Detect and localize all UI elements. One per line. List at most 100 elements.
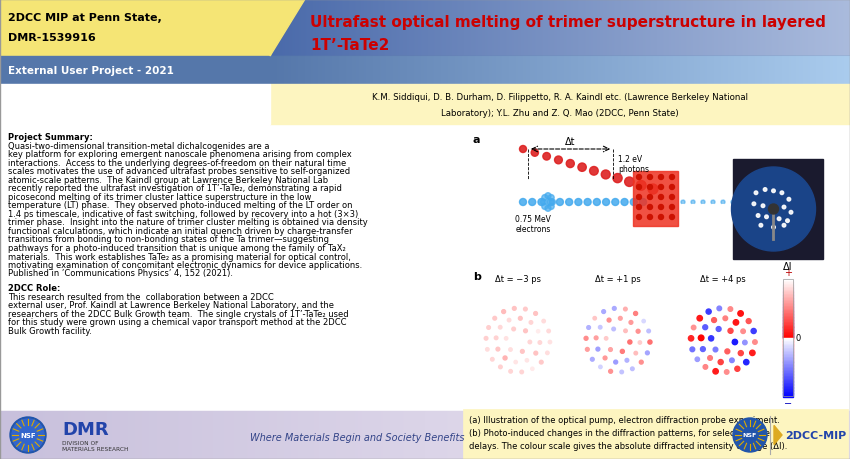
Bar: [536, 57, 537, 85]
Bar: [783, 357, 793, 359]
Bar: [409, 411, 410, 459]
Bar: [717, 411, 718, 459]
Circle shape: [541, 195, 547, 201]
Bar: [161, 411, 162, 459]
Bar: [760, 411, 761, 459]
Bar: [542, 57, 543, 85]
Bar: [334, 57, 335, 85]
Bar: [681, 411, 682, 459]
Bar: [749, 411, 750, 459]
Bar: [51, 411, 52, 459]
Bar: [792, 411, 793, 459]
Bar: [633, 57, 634, 85]
Bar: [638, 57, 639, 85]
Bar: [328, 57, 329, 85]
Bar: [671, 57, 672, 85]
Bar: [778, 0, 779, 57]
Bar: [763, 57, 764, 85]
Bar: [712, 57, 713, 85]
Bar: [185, 411, 186, 459]
Bar: [786, 57, 787, 85]
Bar: [776, 411, 777, 459]
Bar: [350, 57, 351, 85]
Bar: [846, 0, 847, 57]
Bar: [741, 411, 742, 459]
Bar: [372, 411, 373, 459]
Bar: [359, 0, 360, 57]
Bar: [420, 57, 421, 85]
Bar: [781, 411, 782, 459]
Bar: [714, 0, 715, 57]
Bar: [378, 411, 379, 459]
Bar: [461, 411, 462, 459]
Bar: [330, 0, 331, 57]
Bar: [701, 0, 702, 57]
Bar: [805, 0, 806, 57]
Bar: [662, 0, 663, 57]
Bar: [270, 57, 271, 85]
Bar: [783, 385, 793, 386]
Bar: [673, 57, 674, 85]
Bar: [376, 0, 377, 57]
Bar: [761, 0, 762, 57]
Bar: [419, 0, 420, 57]
Bar: [843, 57, 844, 85]
Bar: [424, 0, 425, 57]
Bar: [82, 411, 83, 459]
Bar: [225, 411, 226, 459]
Bar: [254, 411, 255, 459]
Bar: [545, 57, 546, 85]
Bar: [783, 318, 793, 319]
Circle shape: [648, 340, 652, 344]
Bar: [353, 0, 354, 57]
Bar: [656, 57, 657, 85]
Bar: [530, 0, 531, 57]
Bar: [677, 0, 678, 57]
Bar: [700, 57, 701, 85]
Text: 1.4 ps timescale, indicative of fast switching, followed by recovery into a hot : 1.4 ps timescale, indicative of fast swi…: [8, 210, 358, 218]
Bar: [402, 57, 403, 85]
Bar: [687, 411, 688, 459]
Bar: [705, 0, 706, 57]
Bar: [586, 0, 587, 57]
Bar: [286, 411, 287, 459]
Bar: [731, 57, 732, 85]
Bar: [748, 57, 749, 85]
Bar: [341, 411, 342, 459]
Bar: [719, 411, 720, 459]
Bar: [358, 0, 359, 57]
Bar: [361, 57, 362, 85]
Bar: [603, 411, 604, 459]
Text: Ultrafast optical melting of trimer superstructure in layered: Ultrafast optical melting of trimer supe…: [310, 15, 826, 29]
Bar: [297, 0, 298, 57]
Bar: [320, 0, 321, 57]
Bar: [529, 411, 530, 459]
Bar: [613, 411, 614, 459]
Bar: [368, 411, 369, 459]
Circle shape: [713, 347, 717, 352]
Bar: [199, 411, 200, 459]
Bar: [609, 0, 610, 57]
Bar: [137, 411, 138, 459]
Bar: [362, 0, 363, 57]
Bar: [302, 0, 303, 57]
Bar: [378, 0, 379, 57]
Bar: [444, 0, 445, 57]
Bar: [459, 57, 460, 85]
Bar: [553, 57, 554, 85]
Bar: [173, 411, 174, 459]
Bar: [583, 57, 584, 85]
Bar: [658, 411, 659, 459]
Bar: [743, 0, 744, 57]
Bar: [117, 411, 118, 459]
Text: External User Project - 2021: External User Project - 2021: [8, 66, 174, 76]
Bar: [763, 0, 764, 57]
Bar: [534, 57, 535, 85]
Bar: [382, 411, 383, 459]
Bar: [351, 411, 352, 459]
Bar: [642, 0, 643, 57]
Bar: [492, 411, 493, 459]
Bar: [317, 411, 318, 459]
Bar: [375, 57, 376, 85]
Bar: [316, 57, 317, 85]
